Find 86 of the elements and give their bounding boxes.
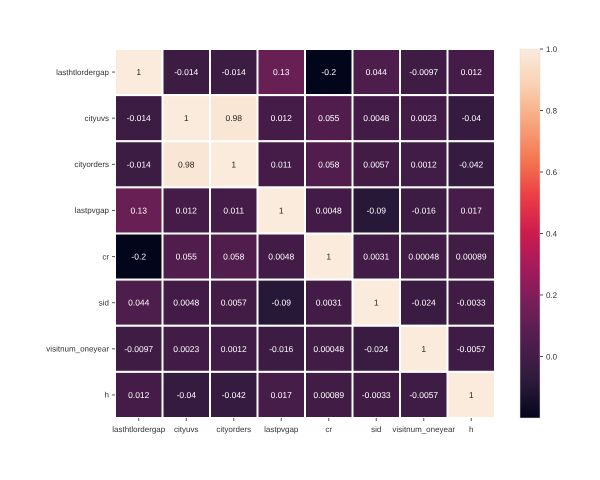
data-label: 0.98 — [225, 113, 242, 124]
data-label: 0.011 — [270, 159, 292, 170]
x-tick-label: cityuvs — [174, 425, 198, 434]
data-label: 0.00048 — [313, 344, 344, 354]
data-label: -0.0057 — [409, 390, 438, 400]
data-label: 0.0012 — [410, 159, 438, 170]
y-tick-label: lastpvgap — [74, 206, 110, 216]
data-label: 0.0057 — [363, 159, 390, 170]
data-label: 1 — [421, 344, 426, 354]
data-label: 0.012 — [460, 67, 482, 78]
data-label: 0.012 — [176, 205, 198, 216]
color-bar-label: 0.4 — [546, 229, 558, 238]
data-label: -0.0097 — [409, 67, 438, 78]
data-label: -0.014 — [126, 159, 152, 170]
data-label: 0.98 — [178, 159, 195, 170]
data-label: 0.0048 — [173, 298, 200, 308]
data-label: 0.017 — [270, 390, 292, 400]
data-label: 1 — [184, 113, 189, 124]
data-label: -0.042 — [222, 390, 246, 400]
data-label: -0.04 — [462, 113, 482, 124]
data-label: -0.014 — [126, 113, 152, 124]
data-label: 0.044 — [366, 67, 388, 78]
data-label: 0.13 — [130, 205, 148, 216]
data-label: 0.012 — [270, 113, 292, 124]
data-label: -0.016 — [412, 205, 436, 216]
x-tick-label: lastpvgap — [264, 425, 299, 434]
color-bar-label: 0.0 — [546, 352, 558, 362]
color-bar-label: 1.0 — [546, 44, 558, 54]
x-tick-label: cityorders — [216, 425, 252, 434]
y-tick-label: h — [104, 390, 109, 400]
color-bar-label: 0.2 — [546, 290, 558, 300]
data-label: -0.09 — [272, 298, 292, 308]
data-label: -0.0033 — [456, 298, 486, 308]
data-label: 0.0012 — [220, 344, 248, 354]
data-label: -0.014 — [222, 67, 246, 78]
data-label: -0.0033 — [362, 390, 391, 400]
x-tick-label: h — [469, 425, 474, 434]
x-tick-label: sid — [371, 425, 382, 434]
x-tick-label: visitnum_oneyear — [392, 425, 456, 434]
data-label: 0.0048 — [316, 205, 342, 216]
data-label: 1 — [374, 298, 379, 308]
data-label: -0.024 — [412, 298, 436, 308]
data-label: 1 — [468, 390, 474, 400]
data-label: 1 — [326, 252, 332, 262]
data-label: 0.055 — [318, 113, 340, 124]
x-tick-label: lasthtlordergap — [112, 425, 166, 434]
data-label: -0.2 — [321, 67, 336, 78]
y-tick-label: sid — [98, 298, 109, 308]
data-label: -0.0097 — [124, 344, 154, 354]
data-label: 0.13 — [272, 67, 290, 78]
data-label: -0.024 — [364, 344, 389, 354]
data-label: 0.0031 — [316, 298, 342, 308]
data-label: -0.016 — [269, 344, 294, 354]
data-label: 0.012 — [128, 390, 150, 400]
y-tick-label: visitnum_oneyear — [46, 344, 110, 354]
color-bar-label: 0.6 — [546, 168, 558, 177]
data-label: 1 — [231, 159, 236, 170]
data-label: -0.042 — [459, 159, 484, 170]
data-label: 0.055 — [176, 252, 198, 262]
data-label: -0.0057 — [456, 344, 486, 354]
x-tick-label: cr — [325, 425, 332, 434]
data-label: 0.00048 — [408, 252, 440, 262]
data-label: 0.0048 — [268, 252, 295, 262]
data-label: -0.09 — [366, 205, 386, 216]
data-label: 0.017 — [460, 205, 482, 216]
data-label: 0.0023 — [173, 344, 200, 354]
data-label: 0.0023 — [410, 113, 438, 124]
data-label: -0.04 — [176, 390, 196, 400]
data-label: 0.058 — [223, 252, 245, 262]
data-label: 0.0057 — [220, 298, 248, 308]
data-label: 0.058 — [318, 159, 340, 170]
y-tick-label: cityuvs — [84, 114, 109, 123]
data-label: 0.044 — [128, 298, 150, 308]
data-label: -0.014 — [174, 67, 199, 78]
y-tick-label: cityorders — [74, 160, 109, 170]
data-label: 0.00089 — [313, 390, 344, 400]
y-tick-label: lasthtlordergap — [56, 68, 110, 77]
data-label: 1 — [136, 67, 142, 78]
data-label: 0.011 — [223, 205, 244, 216]
data-label: 0.00089 — [456, 252, 487, 262]
data-label: 0.0031 — [363, 252, 390, 262]
data-label: -0.2 — [131, 252, 146, 262]
data-label: 1 — [278, 205, 284, 216]
y-tick-label: cr — [102, 252, 110, 262]
color-bar-label: 0.8 — [546, 106, 558, 116]
data-label: 0.0048 — [363, 113, 390, 124]
